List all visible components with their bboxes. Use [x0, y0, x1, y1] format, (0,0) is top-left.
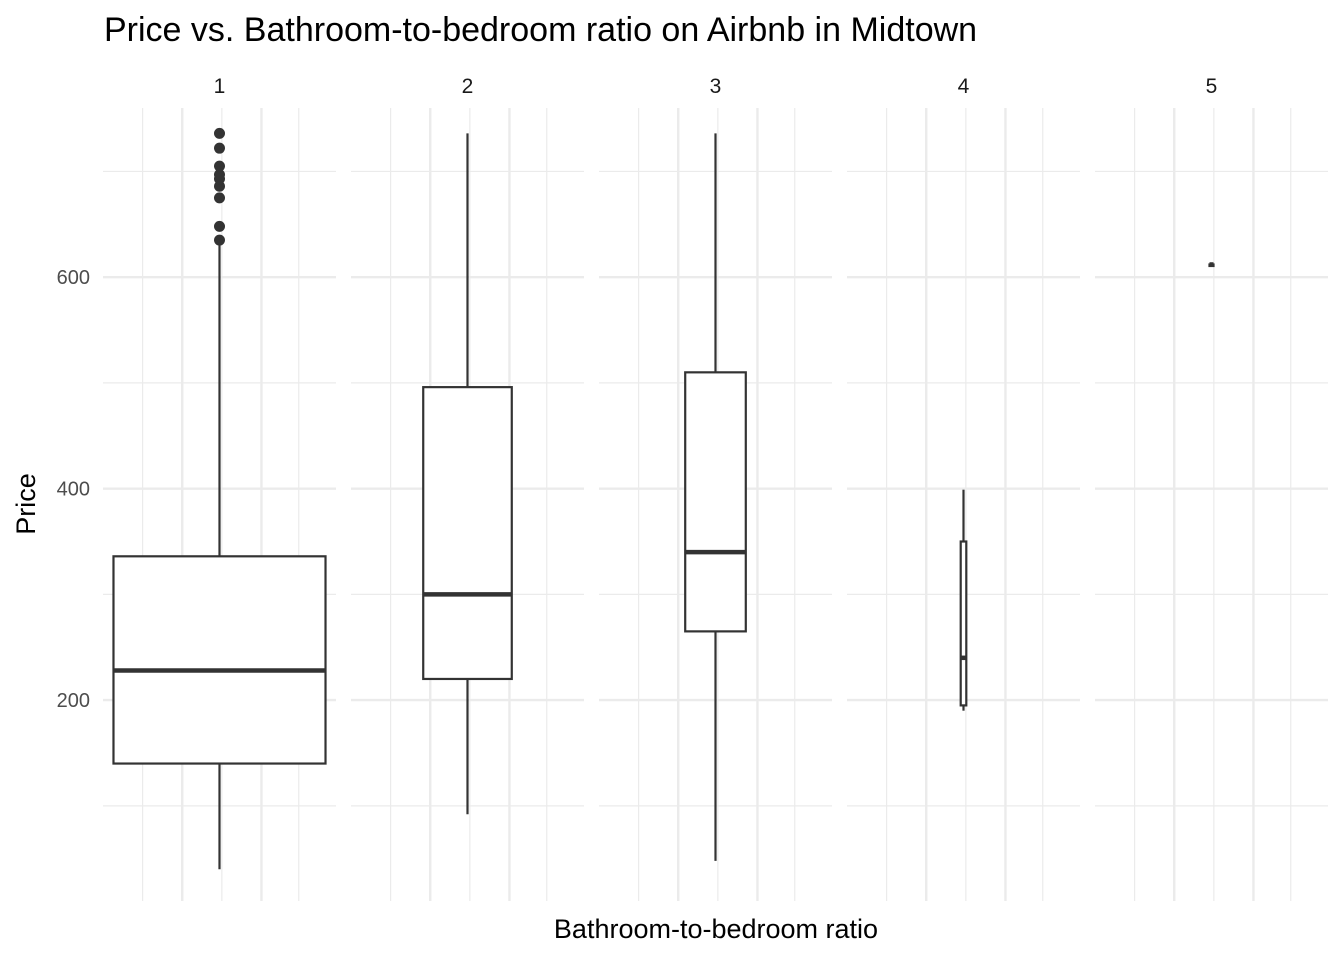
facet-strip-label: 4 [958, 75, 970, 98]
facet-strip-label: 2 [462, 75, 474, 98]
facet-strip-label: 5 [1206, 75, 1218, 98]
outlier-point [214, 169, 225, 181]
boxplot [422, 133, 513, 815]
outlier-point [214, 234, 225, 246]
outlier-point [214, 160, 225, 172]
y-tick-label: 400 [57, 479, 90, 501]
facet-strip-label: 3 [710, 75, 722, 98]
outlier-point [214, 142, 225, 154]
chart-title: Price vs. Bathroom-to-bedroom ratio on A… [104, 11, 977, 49]
facet-panel-grid [847, 108, 1080, 901]
box-iqr [959, 540, 968, 707]
facet-strip-labels: 1 2 3 4 5 [214, 75, 1218, 98]
outlier-point [214, 127, 225, 139]
outlier-point [214, 220, 225, 232]
boxplot [684, 133, 747, 861]
boxplot [112, 127, 327, 870]
box-iqr [422, 386, 513, 681]
x-axis-title: Bathroom-to-bedroom ratio [554, 914, 878, 944]
outlier-point [214, 192, 225, 204]
y-tick-label: 600 [57, 267, 90, 289]
y-axis-tick-labels: 200 400 600 [57, 267, 90, 712]
facet-panel-grid [1095, 108, 1328, 901]
boxplot-marks [112, 127, 1215, 870]
boxplot [959, 489, 968, 711]
y-tick-label: 200 [57, 690, 90, 712]
box-iqr [112, 555, 327, 765]
facet-strip-label: 1 [214, 75, 226, 98]
y-axis-title: Price [11, 473, 41, 535]
box-iqr [684, 371, 747, 633]
boxplot [1208, 262, 1215, 268]
